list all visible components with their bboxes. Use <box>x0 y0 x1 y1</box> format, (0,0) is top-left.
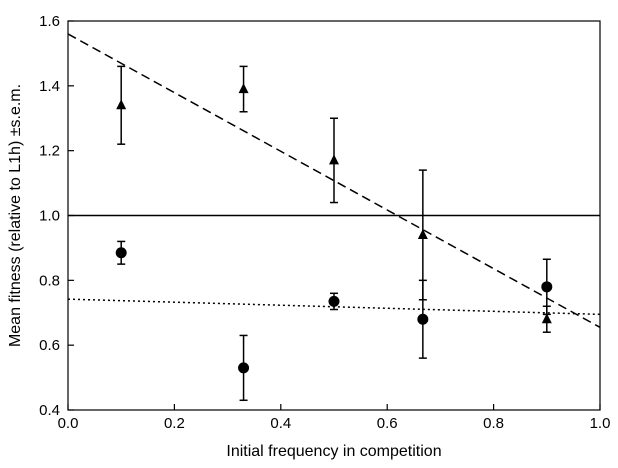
circle-point <box>328 295 340 307</box>
x-tick-label: 0.8 <box>483 415 504 432</box>
circle-point <box>417 313 429 325</box>
circle-point <box>115 247 127 259</box>
triangle-point <box>417 228 428 239</box>
x-tick-label: 0.4 <box>270 415 291 432</box>
x-tick-label: 0.2 <box>164 415 185 432</box>
error-bars <box>117 65 551 402</box>
triangle-point <box>238 83 249 94</box>
x-tick-label: 0.0 <box>58 415 79 432</box>
x-tick-label: 0.6 <box>377 415 398 432</box>
circle-point <box>541 281 553 293</box>
y-axis-label: Mean fitness (relative to L1h) ±s.e.m. <box>7 84 24 347</box>
tick-labels: 0.0 0.2 0.4 0.6 0.8 1.0 0.4 0.6 0.8 1.0 1.2 1.4 1.6 <box>39 13 610 432</box>
circle-point <box>238 362 250 374</box>
triangle-point <box>329 154 339 165</box>
axis-ticks <box>67 20 601 411</box>
x-axis-label: Initial frequency in competition <box>226 443 441 460</box>
y-tick-label: 1.0 <box>39 208 60 225</box>
triangle-point <box>116 99 127 110</box>
y-tick-label: 0.8 <box>39 272 60 289</box>
triangle-point <box>541 313 552 324</box>
y-tick-label: 1.2 <box>39 143 60 160</box>
dashed-line <box>67 33 601 328</box>
x-tick-label: 1.0 <box>590 415 611 432</box>
y-tick-label: 0.6 <box>39 337 60 354</box>
y-tick-label: 1.6 <box>39 13 60 30</box>
y-tick-label: 1.4 <box>39 78 60 95</box>
data-points <box>115 83 553 374</box>
y-tick-label: 0.4 <box>39 402 60 419</box>
